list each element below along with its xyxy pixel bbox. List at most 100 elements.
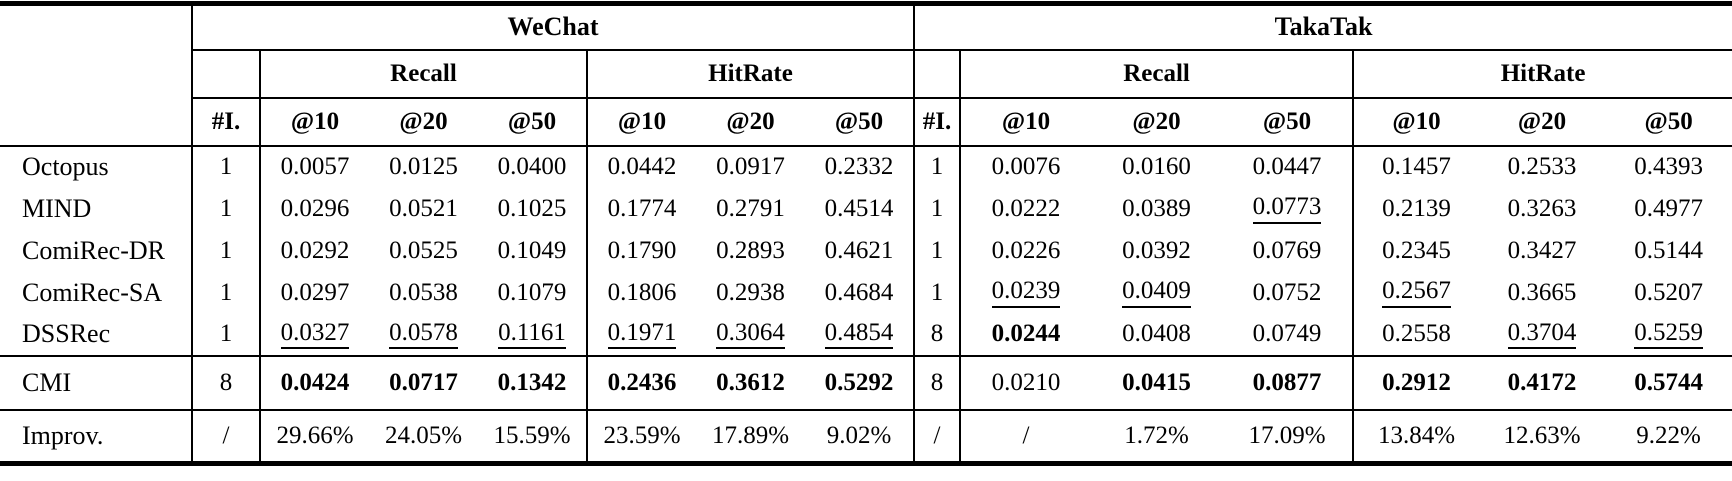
table-header: WeChat TakaTak Recall HitRate Recall Hit… [0, 3, 1732, 147]
value-text: 0.4393 [1634, 153, 1703, 180]
value-text: / [1022, 421, 1030, 449]
value-text: 0.0389 [1122, 194, 1191, 222]
value-text: 0.2938 [716, 278, 785, 306]
value-text: 9.22% [1636, 421, 1701, 449]
value-text: 0.2893 [716, 236, 785, 264]
value-cell: 0.3612 [696, 354, 805, 410]
value-cell: 1 [913, 229, 961, 272]
value-cell: 0.0442 [586, 145, 696, 188]
value-text: 0.0917 [716, 153, 785, 180]
value-cell: 0.3064 [696, 314, 805, 356]
value-text: 0.0769 [1252, 236, 1322, 264]
value-text: 1 [930, 153, 944, 180]
value-cell: 0.0389 [1091, 188, 1222, 230]
value-cell: 0.2533 [1479, 146, 1605, 188]
value-cell: 0.0408 [1091, 314, 1222, 356]
value-cell: 0.2938 [696, 272, 805, 314]
value-cell: 0.0917 [696, 146, 805, 188]
value-cell: 0.0327 [259, 313, 369, 356]
value-text: 0.0408 [1122, 320, 1191, 347]
value-text: 0.4977 [1634, 194, 1703, 222]
value-text: 0.1806 [607, 278, 677, 306]
value-text: 0.0057 [280, 153, 350, 180]
value-text: 9.02% [826, 421, 892, 449]
value-text: 1 [930, 194, 944, 222]
value-text: 0.4621 [824, 236, 894, 264]
value-text: 8 [930, 368, 944, 396]
value-cell: 1 [191, 313, 260, 356]
value-text: 1 [219, 194, 233, 222]
value-text: 0.0717 [389, 368, 458, 396]
value-text: 17.89% [711, 421, 790, 449]
value-text: 0.1079 [497, 278, 567, 306]
value-text: 0.0392 [1122, 236, 1191, 264]
value-text: 0.0222 [991, 194, 1061, 222]
value-cell: 0.2893 [696, 230, 805, 272]
value-cell: 0.2558 [1352, 313, 1480, 356]
value-cell: 0.1790 [586, 229, 696, 272]
value-cell: 0.2791 [696, 188, 805, 230]
value-cell: 0.2345 [1352, 229, 1480, 272]
value-cell: 1 [191, 271, 260, 314]
table-body: Octopus 1 0.0057 0.0125 0.0400 0.0442 0.0917 0.… [0, 145, 1732, 464]
value-cell: 0.0392 [1091, 230, 1222, 272]
value-text: 0.1049 [497, 236, 567, 264]
value-text: 1 [219, 320, 233, 347]
cutoff-header: @10 [1352, 97, 1480, 147]
value-cell: 8 [913, 313, 961, 356]
interactions-header-wechat: #I. [191, 97, 260, 147]
value-cell: 15.59% [478, 408, 587, 464]
value-text: 0.0292 [280, 236, 350, 264]
method-label: CMI [0, 354, 192, 410]
value-cell: 0.2436 [586, 354, 696, 410]
value-text: 0.2912 [1382, 368, 1451, 396]
value-text: 0.4684 [824, 278, 894, 306]
value-text: 15.59% [493, 421, 571, 449]
value-cell: 0.1774 [586, 187, 696, 230]
value-cell: / [913, 408, 961, 464]
value-text: 0.0409 [1122, 278, 1191, 308]
value-cell: 0.0538 [369, 272, 478, 314]
value-cell: 0.3427 [1479, 230, 1605, 272]
value-text: 0.0525 [389, 236, 458, 264]
value-text: 0.2139 [1382, 194, 1451, 222]
value-text: 0.0538 [389, 278, 458, 306]
value-cell: 0.1049 [478, 230, 587, 272]
cutoff-header: @50 [478, 97, 587, 147]
value-text: 0.1971 [607, 319, 677, 350]
value-text: 1 [930, 236, 944, 264]
table-row: Improv. / 29.66% 24.05% 15.59% 23.59% 17.89% 9.… [0, 408, 1732, 464]
corner-blank [0, 97, 192, 147]
value-text: 0.3263 [1507, 194, 1577, 222]
value-cell: / [191, 408, 260, 464]
value-text: 0.0297 [280, 278, 350, 306]
value-cell: 0.0057 [259, 145, 369, 188]
value-cell: 12.63% [1479, 408, 1606, 464]
cutoff-header: @20 [696, 97, 805, 147]
value-cell: 0.0424 [259, 354, 369, 410]
value-cell: 17.09% [1222, 408, 1354, 464]
value-text: 0.1025 [497, 194, 567, 222]
value-cell: 1.72% [1091, 408, 1223, 464]
value-text: 0.3064 [716, 319, 785, 350]
value-cell: 0.0222 [959, 187, 1092, 230]
value-cell: 0.3665 [1479, 272, 1605, 314]
cutoff-header: @10 [259, 97, 369, 147]
table-row: DSSRec 1 0.0327 0.0578 0.1161 0.1971 0.3064 0.4… [0, 313, 1732, 356]
value-cell: 0.0525 [369, 230, 478, 272]
value-text: 0.1774 [607, 194, 677, 222]
value-text: 0.0160 [1122, 153, 1191, 180]
value-text: 23.59% [603, 421, 681, 449]
value-text: 0.0076 [991, 153, 1061, 180]
value-cell: 0.4172 [1479, 354, 1606, 410]
value-text: 8 [930, 320, 944, 347]
value-cell: 0.2139 [1352, 187, 1480, 230]
value-text: 1 [219, 278, 233, 306]
value-text: / [222, 421, 230, 449]
value-cell: 0.0769 [1222, 230, 1353, 272]
method-label: MIND [22, 193, 92, 223]
value-cell: 0.0160 [1091, 146, 1222, 188]
value-cell: 0.0125 [369, 146, 478, 188]
value-text: 0.0400 [497, 153, 567, 180]
value-text: 0.4514 [824, 194, 894, 222]
